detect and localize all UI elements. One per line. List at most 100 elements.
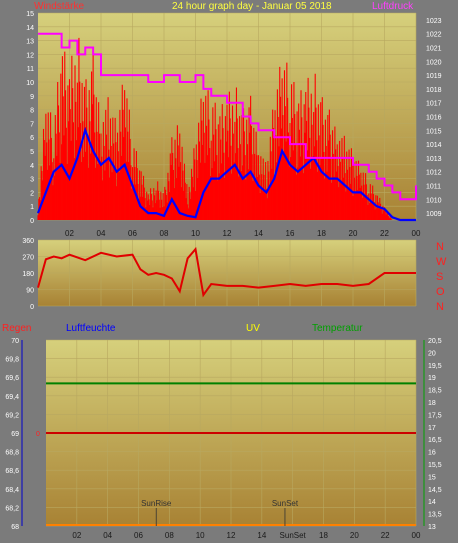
- temperature-axis-tick: 13: [428, 524, 436, 531]
- compass-label: S: [436, 271, 443, 283]
- pressure-label: Luftdruck: [372, 1, 414, 12]
- left-axis-tick: 0: [30, 218, 34, 225]
- x-axis-tick: 08: [165, 531, 174, 540]
- humidity-axis-tick: 68,2: [5, 505, 19, 512]
- x-axis-tick: 14: [257, 531, 266, 540]
- left-axis-tick: 1: [30, 204, 34, 211]
- temperature-axis-tick: 19: [428, 375, 436, 382]
- right-axis-tick: 1021: [426, 46, 442, 53]
- direction-axis-tick: 180: [22, 271, 34, 278]
- right-axis-tick: 1016: [426, 115, 442, 122]
- left-axis-tick: 13: [26, 39, 34, 46]
- x-axis-tick: 22: [381, 531, 390, 540]
- graph-title: 24 hour graph day - Januar 05 2018: [172, 1, 332, 12]
- x-axis-tick: 10: [191, 229, 200, 238]
- wind-direction-line: [37, 246, 416, 298]
- left-axis-tick: 9: [30, 94, 34, 101]
- humidity-axis-tick: 69,4: [5, 394, 19, 401]
- temperature-axis-tick: 19,5: [428, 363, 442, 370]
- x-axis-tick: 16: [286, 229, 295, 238]
- x-axis-tick: 20: [349, 229, 358, 238]
- humidity-axis-tick: 68,4: [5, 487, 19, 494]
- left-axis-tick: 5: [30, 149, 34, 156]
- x-axis-tick: 00: [412, 531, 421, 540]
- x-axis-tick: 02: [65, 229, 74, 238]
- temperature-axis-tick: 17,5: [428, 412, 442, 419]
- sun-marker-label: SunSet: [272, 499, 299, 508]
- compass-label: O: [436, 286, 445, 298]
- left-axis-tick: 11: [27, 66, 34, 73]
- right-axis-tick: 1013: [426, 156, 442, 163]
- left-axis-tick: 10: [26, 80, 34, 87]
- x-axis-tick: 08: [160, 229, 169, 238]
- x-axis-tick: 18: [319, 531, 328, 540]
- humidity-axis-tick: 68,8: [5, 450, 19, 457]
- humidity-axis-tick: 68,6: [5, 468, 19, 475]
- x-axis-tick: 06: [128, 229, 137, 238]
- x-axis-tick: 04: [97, 229, 106, 238]
- temperature-axis-tick: 20: [428, 350, 436, 357]
- sun-marker-label: SunRise: [141, 499, 172, 508]
- temperature-axis-tick: 18,5: [428, 388, 442, 395]
- temperature-label: Temperatur: [312, 323, 363, 334]
- temperature-axis-tick: 17: [428, 425, 436, 432]
- left-axis-tick: 3: [30, 177, 34, 184]
- right-axis-tick: 1014: [426, 142, 442, 149]
- right-axis-tick: 1019: [426, 73, 442, 80]
- temperature-axis-tick: 15: [428, 474, 436, 481]
- left-axis-tick: 15: [26, 11, 34, 18]
- right-axis-tick: 1023: [426, 18, 442, 25]
- left-axis-tick: 14: [26, 25, 34, 32]
- humidity-axis-tick: 69,8: [5, 357, 19, 364]
- temperature-axis-tick: 20,5: [428, 338, 442, 345]
- temperature-axis-tick: 15,5: [428, 462, 442, 469]
- wind-average-line: [36, 126, 416, 222]
- humidity-label: Luftfeuchte: [66, 323, 116, 334]
- temperature-axis-tick: 13,5: [428, 512, 442, 519]
- humidity-axis-tick: 68: [11, 524, 19, 531]
- left-axis-tick: 4: [30, 163, 34, 170]
- rain-axis-tick: 0: [36, 431, 40, 438]
- x-axis-tick: 20: [350, 531, 359, 540]
- x-axis-tick: 10: [196, 531, 205, 540]
- x-axis-tick: 12: [227, 531, 236, 540]
- left-axis-tick: 6: [30, 135, 34, 142]
- pressure-line: [38, 32, 417, 201]
- left-axis-tick: 2: [30, 190, 34, 197]
- left-axis-tick: 8: [30, 108, 34, 115]
- right-axis-tick: 1010: [426, 197, 442, 204]
- left-axis-tick: 12: [26, 52, 34, 59]
- x-axis-tick: 14: [254, 229, 263, 238]
- x-axis-tick: 02: [72, 531, 81, 540]
- x-axis-tick: 04: [103, 531, 112, 540]
- right-axis-tick: 1012: [426, 170, 442, 177]
- compass-label: N: [436, 301, 444, 313]
- uv-label: UV: [246, 323, 260, 334]
- humidity-axis-tick: 69,2: [5, 412, 19, 419]
- left-axis-tick: 7: [30, 121, 34, 128]
- x-axis-tick: 06: [134, 531, 143, 540]
- humidity-axis-tick: 69,6: [5, 375, 19, 382]
- right-axis-tick: 1009: [426, 211, 442, 218]
- right-axis-tick: 1017: [426, 101, 442, 108]
- humidity-axis-tick: 69: [11, 431, 19, 438]
- x-axis-tick: 18: [317, 229, 326, 238]
- climate-panel: 68 68,2 68,4 68,6 68,8 69 69,2 69,4 69,6 69,8 70 1…: [5, 338, 441, 540]
- x-axis-tick: 22: [380, 229, 389, 238]
- temperature-axis-tick: 14: [428, 499, 436, 506]
- right-axis-tick: 1011: [426, 184, 441, 191]
- compass-label: W: [436, 256, 447, 268]
- x-axis-tick: 00: [412, 229, 421, 238]
- temperature-axis-tick: 16,5: [428, 437, 442, 444]
- temperature-axis-tick: 16: [428, 450, 436, 457]
- x-axis-tick: 12: [223, 229, 232, 238]
- right-axis-tick: 1022: [426, 32, 442, 39]
- direction-axis-tick: 90: [26, 288, 34, 295]
- temperature-axis-tick: 18: [428, 400, 436, 407]
- right-axis-tick: 1015: [426, 128, 442, 135]
- temperature-axis-tick: 14,5: [428, 487, 442, 494]
- rain-label: Regen: [2, 323, 31, 334]
